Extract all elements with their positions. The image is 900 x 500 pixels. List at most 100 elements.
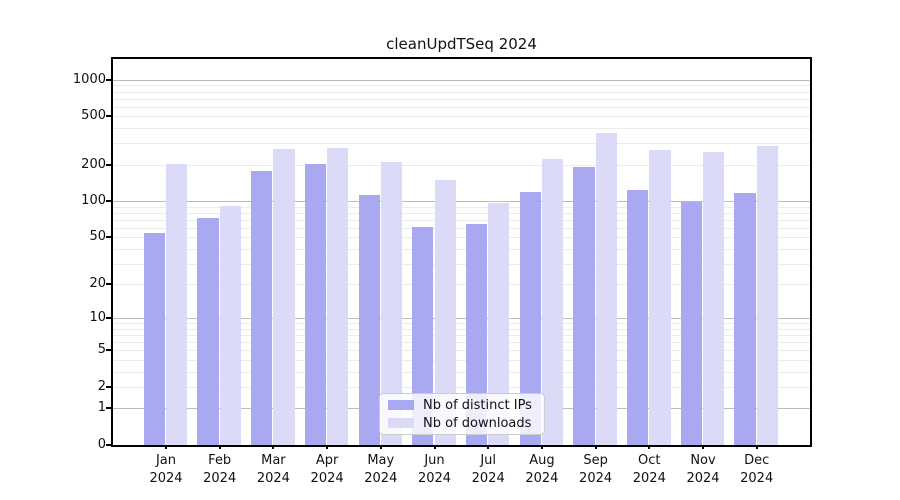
bar-ips-apr <box>304 163 327 445</box>
ytick-mark-5 <box>106 349 111 352</box>
ytick-label-200: 200 <box>81 156 106 172</box>
ytick-mark-100 <box>106 200 111 203</box>
xtick-label-oct: Oct 2024 <box>632 453 666 486</box>
ytick-label-500: 500 <box>81 108 106 124</box>
legend-label-downloads: Nb of downloads <box>423 415 532 431</box>
gridline-40 <box>113 248 810 250</box>
bar-ips-jul <box>465 223 488 445</box>
xtick-label-jun: Jun 2024 <box>417 453 452 486</box>
plot-area: Nb of distinct IPs Nb of downloads <box>111 57 812 447</box>
xtick-label-feb: Feb 2024 <box>203 453 237 486</box>
ytick-mark-1 <box>106 407 111 410</box>
xtick-label-may: May 2024 <box>364 453 398 486</box>
gridline-10 <box>113 318 810 320</box>
xtick-mark-jul <box>487 445 490 449</box>
ytick-label-1000: 1000 <box>72 71 106 87</box>
xtick-mark-dec <box>755 445 758 449</box>
ytick-label-20: 20 <box>89 276 106 292</box>
bar-downloads-dec <box>756 145 778 445</box>
gridline-600 <box>113 106 810 108</box>
gridline-70 <box>113 219 810 221</box>
gridline-100 <box>113 201 810 203</box>
xtick-mark-aug <box>540 445 543 449</box>
bar-ips-oct <box>627 189 649 445</box>
bar-downloads-jun <box>434 179 456 445</box>
gridline-50 <box>113 237 810 239</box>
xtick-mark-oct <box>648 445 651 449</box>
legend-row-downloads: Nb of downloads <box>388 416 536 431</box>
xtick-label-sep: Sep 2024 <box>579 453 613 486</box>
gridline-8 <box>113 328 810 330</box>
legend-label-distinct-ips: Nb of distinct IPs <box>423 397 532 413</box>
gridline-900 <box>113 85 810 87</box>
xtick-mark-feb <box>218 445 221 449</box>
gridline-6 <box>113 342 810 344</box>
ytick-mark-1000 <box>106 78 111 81</box>
gridline-800 <box>113 91 810 93</box>
gridline-700 <box>113 98 810 100</box>
legend-row-ips: Nb of distinct IPs <box>388 398 536 413</box>
legend-swatch-distinct-ips <box>388 400 414 410</box>
bar-ips-dec <box>734 193 756 445</box>
ytick-label-1: 1 <box>97 400 106 416</box>
ytick-mark-10 <box>106 317 111 320</box>
bar-downloads-mar <box>273 149 295 445</box>
bar-downloads-nov <box>703 152 725 445</box>
ytick-label-2: 2 <box>97 378 106 394</box>
ytick-mark-500 <box>106 115 111 118</box>
xtick-label-mar: Mar 2024 <box>256 453 290 486</box>
ytick-mark-2 <box>106 385 111 388</box>
xtick-mark-may <box>379 445 382 449</box>
gridline-200 <box>113 164 810 166</box>
ytick-mark-50 <box>106 236 111 239</box>
gridline-400 <box>113 128 810 130</box>
gridline-2 <box>113 386 810 388</box>
bar-downloads-feb <box>219 206 241 445</box>
xtick-mark-sep <box>594 445 597 449</box>
bar-downloads-sep <box>595 133 617 445</box>
bar-ips-mar <box>251 171 273 445</box>
xtick-label-nov: Nov 2024 <box>686 453 720 486</box>
bar-ips-nov <box>680 202 702 445</box>
xtick-mark-jun <box>433 445 436 449</box>
gridline-4 <box>113 359 810 361</box>
ytick-label-100: 100 <box>81 193 106 209</box>
xtick-mark-mar <box>272 445 275 449</box>
bar-ips-feb <box>197 217 219 445</box>
gridline-90 <box>113 206 810 208</box>
legend-swatch-downloads <box>388 418 414 428</box>
bar-downloads-aug <box>541 158 564 445</box>
xtick-label-dec: Dec 2024 <box>740 453 774 486</box>
ytick-label-10: 10 <box>89 310 106 326</box>
gridline-80 <box>113 212 810 214</box>
gridline-7 <box>113 335 810 337</box>
ytick-label-5: 5 <box>97 342 106 358</box>
gridline-60 <box>113 227 810 229</box>
ytick-mark-0 <box>106 444 111 446</box>
xtick-mark-nov <box>702 445 704 449</box>
gridline-500 <box>113 116 810 118</box>
xtick-label-jul: Jul 2024 <box>471 453 505 486</box>
gridline-9 <box>113 323 810 325</box>
xtick-label-aug: Aug 2024 <box>525 453 559 486</box>
ytick-mark-20 <box>106 283 111 286</box>
gridline-5 <box>113 350 810 352</box>
ytick-mark-200 <box>106 163 111 166</box>
bar-ips-aug <box>519 191 541 445</box>
xtick-mark-jan <box>165 445 167 449</box>
ytick-label-50: 50 <box>89 229 106 245</box>
bar-downloads-jan <box>166 163 188 445</box>
ytick-label-0: 0 <box>97 437 106 452</box>
bar-downloads-oct <box>649 149 671 445</box>
chart-title: cleanUpdTSeq 2024 <box>386 35 537 53</box>
bar-ips-sep <box>573 167 595 445</box>
bar-downloads-jul <box>488 202 510 445</box>
bar-downloads-may <box>380 162 403 445</box>
bar-ips-jan <box>143 233 165 445</box>
bar-ips-may <box>358 195 380 445</box>
gridline-3 <box>113 371 810 373</box>
xtick-label-jan: Jan 2024 <box>149 453 183 486</box>
gridline-1000 <box>113 79 810 81</box>
bar-ips-jun <box>412 226 434 445</box>
legend: Nb of distinct IPs Nb of downloads <box>379 393 545 435</box>
